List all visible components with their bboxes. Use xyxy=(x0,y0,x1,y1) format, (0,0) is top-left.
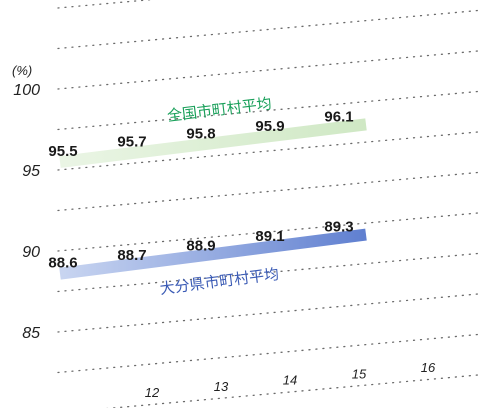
data-label: 95.9 xyxy=(255,118,284,135)
gridline xyxy=(106,374,479,408)
gridline xyxy=(57,212,479,252)
gridline xyxy=(57,293,479,333)
gridline xyxy=(57,0,154,9)
y-tick-label: 95 xyxy=(22,163,40,180)
data-label: 88.6 xyxy=(48,255,77,272)
y-unit-label: (%) xyxy=(12,63,32,78)
x-tick-label: 12 xyxy=(145,385,160,400)
x-tick-label: 15 xyxy=(352,366,367,381)
y-tick-label: 85 xyxy=(22,325,40,342)
gridline xyxy=(57,333,479,374)
x-tick-label: 16 xyxy=(421,360,436,375)
data-label: 95.5 xyxy=(48,143,77,160)
data-label: 95.7 xyxy=(117,133,146,150)
x-tick-label: 13 xyxy=(214,379,229,394)
gridline xyxy=(57,131,479,171)
series-band xyxy=(59,228,367,280)
y-tick-label: 100 xyxy=(13,82,40,99)
y-tick-label: 80 xyxy=(22,406,40,408)
gridline xyxy=(57,50,479,90)
data-label: 88.7 xyxy=(117,247,146,264)
data-label: 95.8 xyxy=(186,126,215,143)
gridline xyxy=(57,90,479,131)
x-tick-label: 14 xyxy=(283,373,297,388)
data-label: 96.1 xyxy=(324,108,353,125)
gridline xyxy=(57,252,479,293)
gridlines xyxy=(57,0,479,408)
data-label: 89.1 xyxy=(255,228,284,245)
series-bands xyxy=(59,118,367,280)
y-tick-label: 90 xyxy=(22,244,40,261)
labels: 100 95 90 85 80 (%) 12 13 14 15 16 95.5 95.7 95.8 95.9… xyxy=(12,63,436,408)
series-band xyxy=(59,118,367,168)
gridline xyxy=(57,171,479,212)
data-label: 88.9 xyxy=(186,237,215,254)
data-label: 89.3 xyxy=(324,219,353,236)
gridline xyxy=(57,9,479,50)
series-name-label: 大分県市町村平均 xyxy=(159,266,280,298)
